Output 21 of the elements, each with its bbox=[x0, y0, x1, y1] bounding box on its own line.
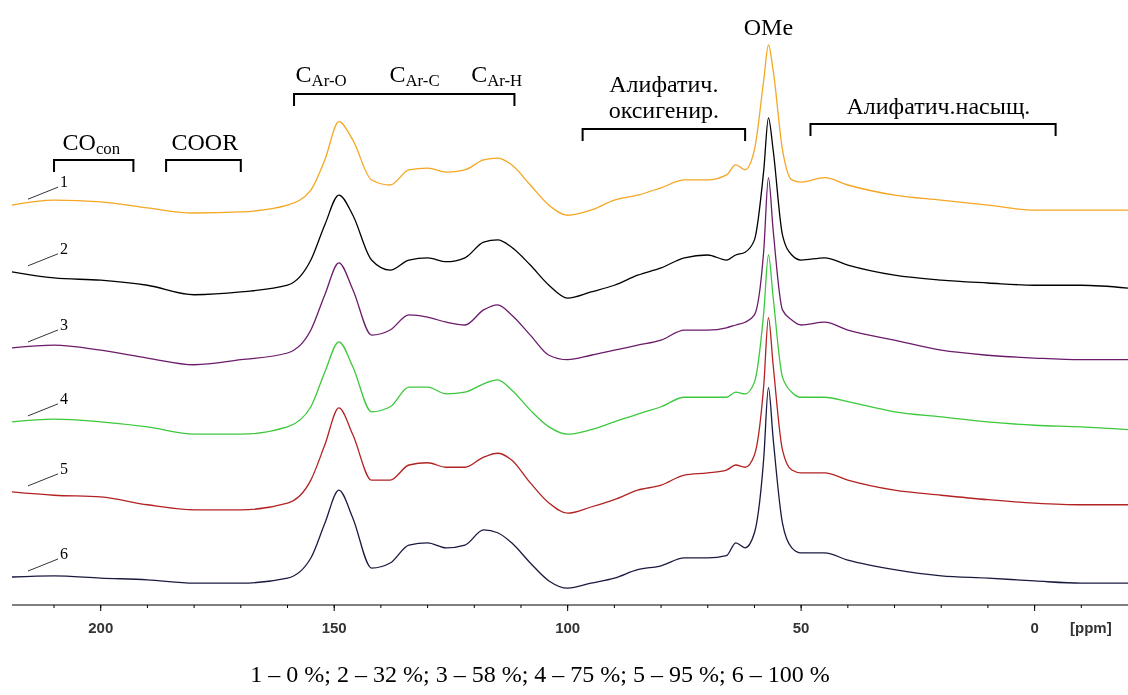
x-tick-label: 200 bbox=[88, 619, 114, 636]
annotation: Алифатич.насыщ. bbox=[846, 93, 1031, 119]
annotation: CO$_{con}$ bbox=[62, 129, 121, 159]
series-label: 4 bbox=[60, 389, 68, 407]
x-tick-label: 100 bbox=[555, 619, 581, 636]
annotation: Алифатич. оксигенир. bbox=[608, 70, 720, 123]
annotation: OMe bbox=[743, 14, 794, 40]
annotation: C$_{Ar-H}$ bbox=[471, 61, 523, 91]
annotation: C$_{Ar-C}$ bbox=[389, 61, 440, 91]
series-label: 6 bbox=[60, 545, 68, 562]
annotation: C$_{Ar-O}$ bbox=[295, 61, 347, 91]
x-tick-label: 0 bbox=[1030, 619, 1039, 636]
x-axis-title: [ppm] bbox=[1070, 619, 1112, 636]
text: 1 – 0 %; 2 – 32 %; 3 – 58 %; 4 – 75 %; 5 – 95 %; 6 – 100 % bbox=[250, 661, 830, 687]
x-tick-label: 50 bbox=[792, 619, 810, 636]
series-label: 3 bbox=[60, 315, 68, 333]
series-label: 2 bbox=[60, 239, 68, 257]
annotation: COOR bbox=[171, 129, 239, 155]
series-label: 5 bbox=[60, 459, 68, 477]
x-tick-label: 150 bbox=[321, 619, 347, 636]
series-label: 1 bbox=[60, 173, 68, 191]
